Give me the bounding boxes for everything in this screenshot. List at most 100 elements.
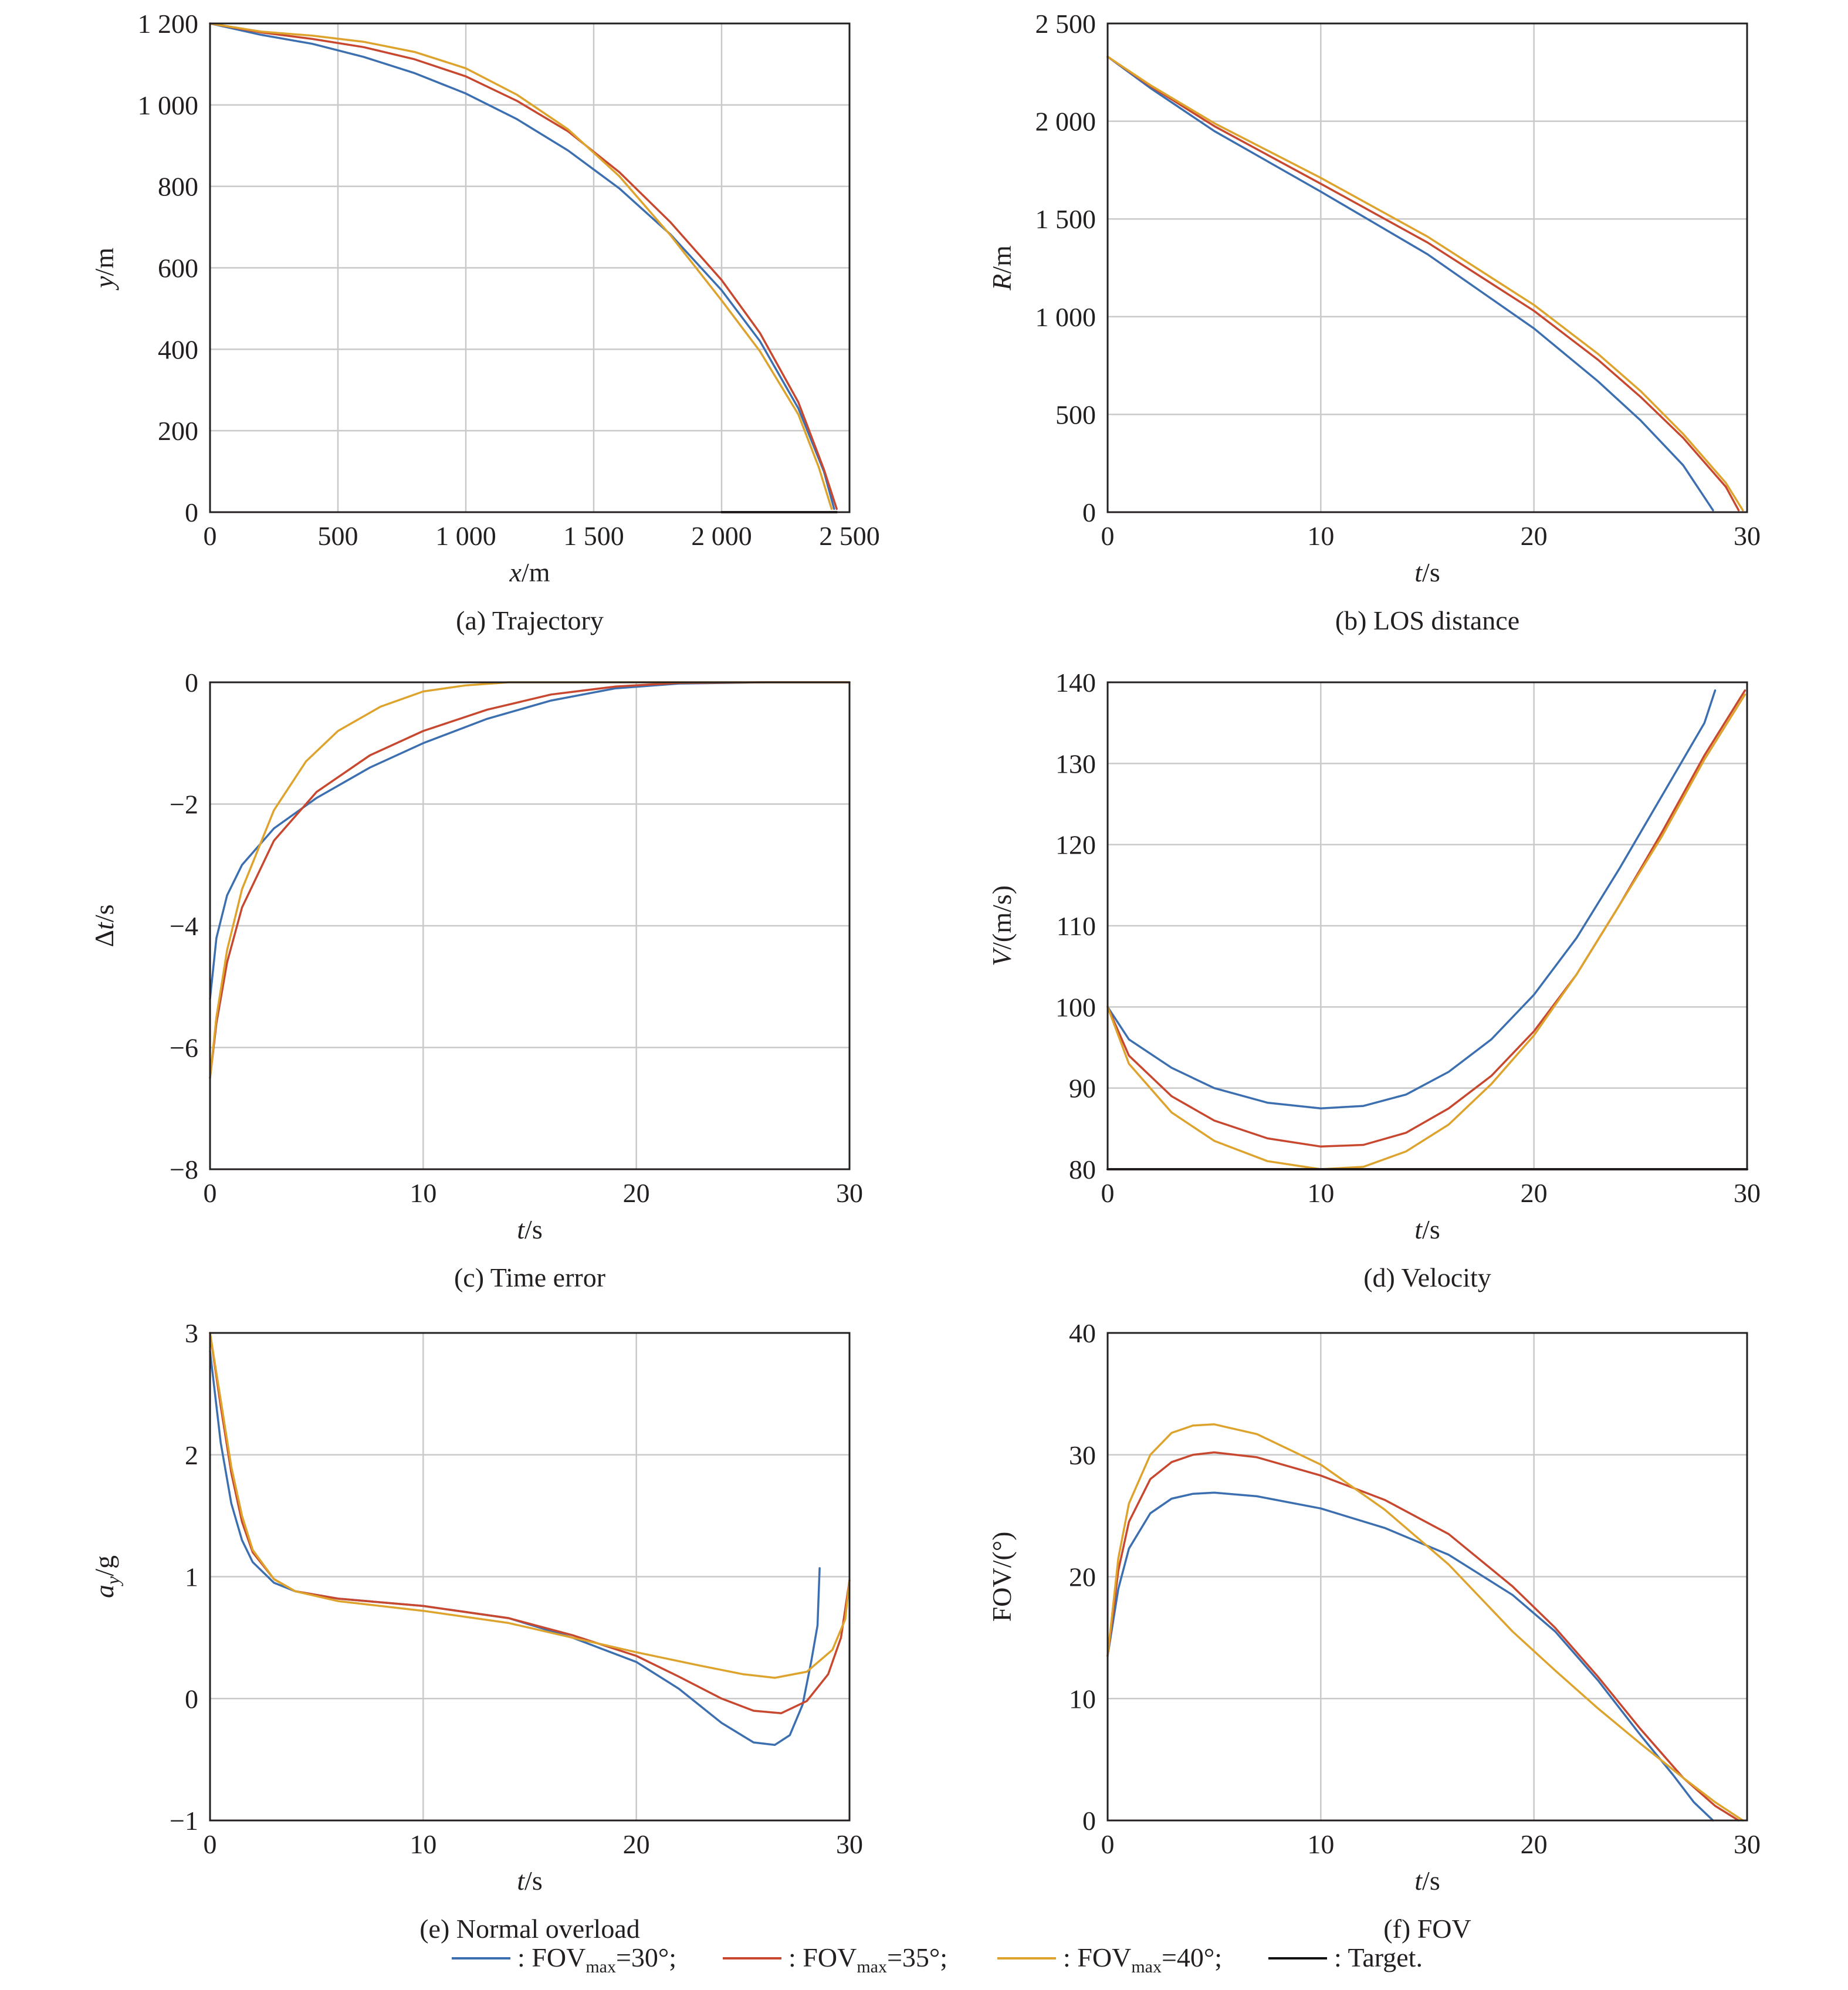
- x-tick-label: 2 000: [691, 521, 752, 551]
- panel-caption: (c) Time error: [454, 1263, 605, 1292]
- x-tick-label: 0: [204, 521, 217, 551]
- series-line-3: [209, 22, 833, 510]
- x-tick-label: 30: [1734, 1829, 1761, 1859]
- y-tick-label: 40: [1069, 1318, 1096, 1348]
- plot-frame: [209, 681, 851, 1170]
- series-line-1: [1106, 55, 1714, 512]
- y-tick-label: 2 500: [1035, 9, 1096, 39]
- series-line-3: [209, 681, 851, 1079]
- y-tick-label: 110: [1057, 911, 1096, 941]
- x-tick-label: 0: [204, 1178, 217, 1208]
- x-tick-label: 0: [1101, 1829, 1115, 1859]
- y-tick-label: 0: [185, 498, 198, 527]
- series-line-2: [1106, 689, 1747, 1148]
- x-tick-label: 20: [1521, 1829, 1548, 1859]
- legend-item-1: : FOVmax=30°;: [452, 1942, 676, 1977]
- chart-panel-3: 0 10 20 30 −8 −6 −4 −2 0 t/s Δt/s (c) Time error: [89, 668, 863, 1292]
- y-axis-label: FOV/(°): [987, 1532, 1017, 1622]
- series-line-2: [209, 1332, 851, 1714]
- x-tick-label: 20: [1521, 521, 1548, 551]
- x-tick-label: 10: [409, 1178, 436, 1208]
- legend-item-4: : Target.: [1268, 1942, 1423, 1972]
- y-axis-label: y/m: [89, 248, 119, 290]
- x-tick-label: 20: [623, 1829, 650, 1859]
- panel-caption: (e) Normal overload: [419, 1914, 640, 1944]
- x-tick-label: 20: [623, 1178, 650, 1208]
- y-tick-label: 20: [1069, 1562, 1096, 1592]
- series-line-1: [209, 22, 835, 510]
- y-tick-label: 0: [185, 1684, 198, 1714]
- y-tick-label: 0: [1082, 498, 1096, 527]
- y-tick-label: −6: [170, 1033, 198, 1063]
- series-line-2: [1106, 1451, 1740, 1822]
- y-tick-label: 0: [1082, 1806, 1096, 1836]
- x-tick-label: 0: [1101, 1178, 1115, 1208]
- y-axis-label: R/m: [987, 245, 1017, 291]
- series-line-2: [1106, 55, 1740, 512]
- series-group: [209, 1332, 851, 1746]
- y-tick-label: 140: [1055, 668, 1096, 698]
- y-tick-label: 1 200: [138, 9, 199, 39]
- y-tick-label: 400: [158, 334, 198, 364]
- x-tick-label: 1 000: [435, 521, 496, 551]
- legend-item-2: : FOVmax=35°;: [723, 1942, 947, 1977]
- x-axis-label: t/s: [517, 1214, 542, 1244]
- y-tick-label: 1 000: [1035, 302, 1096, 332]
- series-group: [1106, 689, 1748, 1170]
- y-tick-label: −2: [170, 790, 198, 820]
- chart-panel-1: 0 500 1 000 1 500 2 000 2 500 0 200 400 600 800 1 0…: [89, 9, 880, 635]
- series-group: [1106, 1423, 1744, 1822]
- panel-caption: (a) Trajectory: [456, 605, 604, 635]
- x-tick-label: 0: [1101, 521, 1115, 551]
- y-tick-label: 80: [1069, 1155, 1096, 1184]
- y-tick-label: 1: [185, 1562, 198, 1592]
- series-line-1: [1106, 1491, 1714, 1822]
- x-axis-label: t/s: [1414, 557, 1440, 587]
- panel-caption: (b) LOS distance: [1335, 605, 1519, 635]
- x-tick-label: 10: [409, 1829, 436, 1859]
- legend-label: : FOVmax=40°;: [1063, 1942, 1222, 1977]
- series-line-2: [209, 681, 851, 1079]
- x-tick-label: 10: [1307, 521, 1334, 551]
- series-line-3: [1106, 55, 1744, 512]
- y-tick-label: 3: [185, 1318, 198, 1348]
- panel-caption: (d) Velocity: [1363, 1263, 1491, 1292]
- series-line-3: [209, 1332, 851, 1679]
- y-axis-label: ay/g: [89, 1555, 123, 1598]
- y-tick-label: 800: [158, 172, 198, 202]
- legend-item-3: : FOVmax=40°;: [997, 1942, 1222, 1977]
- x-axis-label: t/s: [1414, 1866, 1440, 1896]
- series-line-1: [209, 1350, 821, 1746]
- y-tick-label: −8: [170, 1155, 198, 1184]
- y-tick-label: 1 500: [1035, 204, 1096, 234]
- y-tick-label: 10: [1069, 1684, 1096, 1714]
- grid: [210, 682, 849, 1169]
- y-tick-label: 2: [185, 1440, 198, 1470]
- y-axis-label: Δt/s: [89, 904, 119, 947]
- y-tick-label: −1: [170, 1806, 198, 1836]
- y-tick-label: −4: [170, 911, 198, 941]
- y-tick-label: 200: [158, 416, 198, 446]
- y-axis-label: V/(m/s): [987, 885, 1017, 966]
- y-tick-label: 1 000: [138, 90, 199, 120]
- x-tick-label: 10: [1307, 1829, 1334, 1859]
- x-axis-label: t/s: [1414, 1214, 1440, 1244]
- grid: [1108, 682, 1747, 1169]
- y-tick-label: 0: [185, 668, 198, 698]
- grid: [210, 23, 849, 512]
- legend-label: : Target.: [1334, 1942, 1423, 1972]
- chart-panel-4: 0 10 20 30 80 90 100 110 120 130 140 t/s V/(m/s) (d) …: [987, 668, 1761, 1292]
- x-tick-label: 30: [1734, 1178, 1761, 1208]
- x-tick-label: 30: [1734, 521, 1761, 551]
- x-tick-label: 500: [318, 521, 358, 551]
- legend: : FOVmax=30°; : FOVmax=35°; : FOVmax=40°;:…: [452, 1942, 1423, 1977]
- series-line-3: [1106, 1423, 1744, 1822]
- legend-label: : FOVmax=30°;: [517, 1942, 676, 1977]
- x-tick-label: 0: [204, 1829, 217, 1859]
- x-tick-label: 1 500: [563, 521, 624, 551]
- series-group: [1106, 55, 1744, 512]
- plot-frame: [1106, 681, 1748, 1170]
- plot-frame: [209, 22, 851, 513]
